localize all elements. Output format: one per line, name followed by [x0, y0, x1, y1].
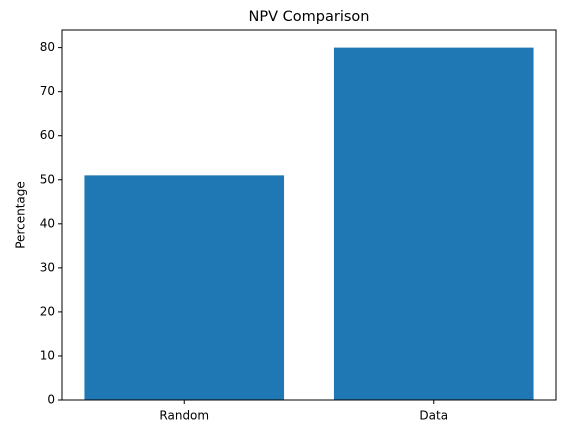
y-tick-label: 50	[40, 172, 55, 186]
y-tick-label: 30	[40, 260, 55, 274]
bar	[333, 47, 534, 400]
y-axis-label: Percentage	[14, 181, 28, 249]
x-tick-label: Data	[419, 409, 448, 423]
y-tick-label: 80	[40, 40, 55, 54]
plot-frame	[61, 29, 557, 401]
y-tick-label: 0	[47, 393, 55, 407]
y-tick-label: 70	[40, 84, 55, 98]
bar	[84, 175, 285, 400]
y-tick-label: 40	[40, 216, 55, 230]
y-tick-label: 10	[40, 348, 55, 362]
y-tick-label: 20	[40, 304, 55, 318]
x-tick-label: Random	[159, 409, 209, 423]
y-tick-label: 60	[40, 128, 55, 142]
chart-title: NPV Comparison	[249, 9, 370, 25]
